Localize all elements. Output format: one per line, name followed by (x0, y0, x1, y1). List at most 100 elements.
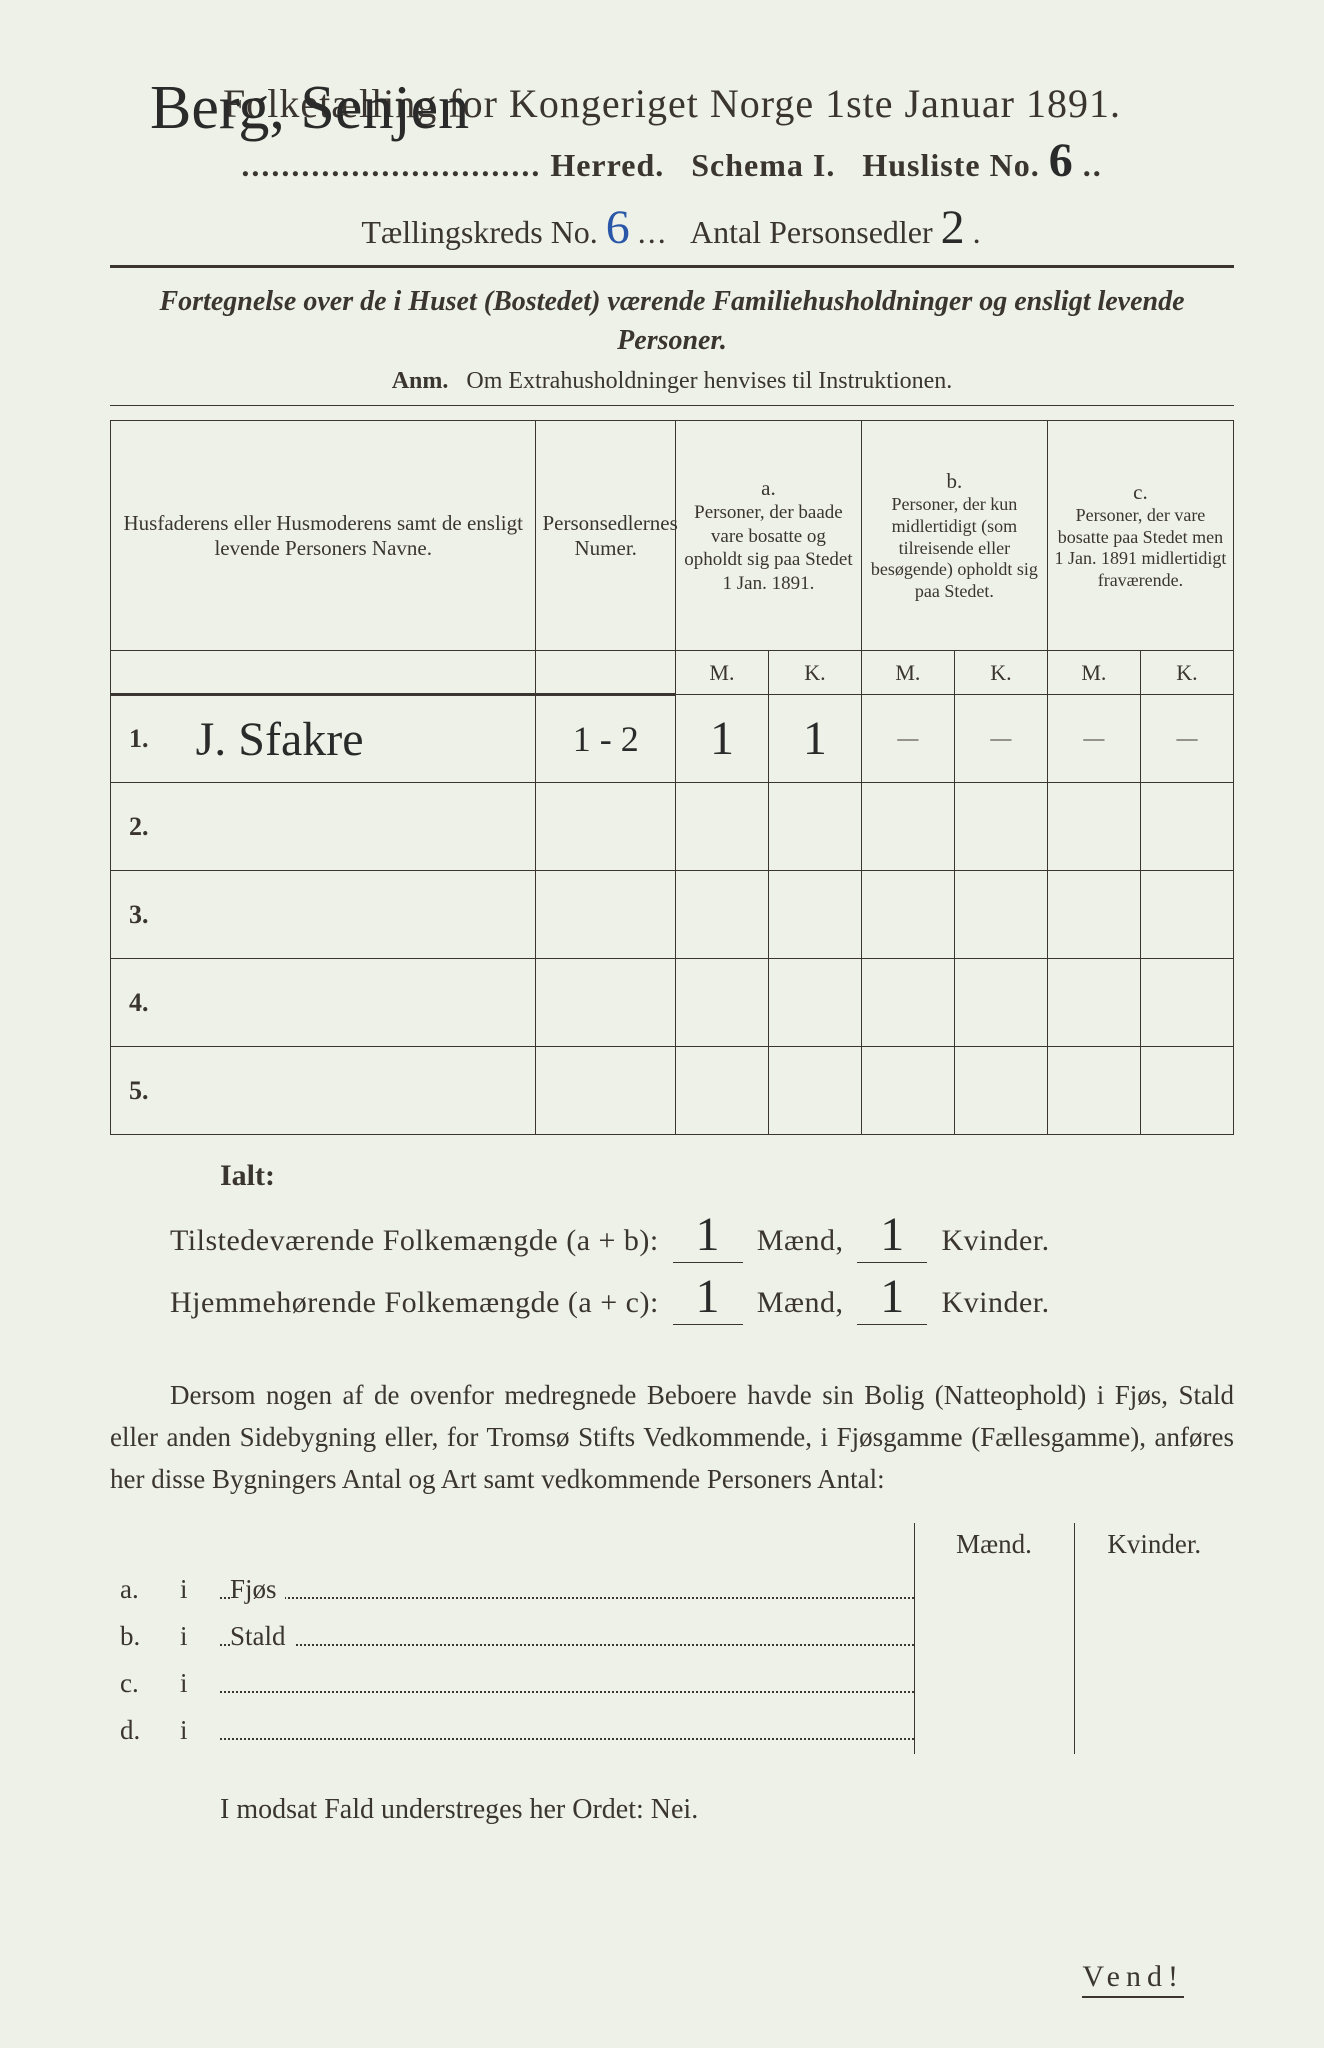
row-numer (536, 783, 675, 871)
row-b-k (954, 783, 1047, 871)
bld-k (1074, 1707, 1234, 1754)
sum2-k: 1 (857, 1269, 927, 1325)
sum-present: Tilstedeværende Folkemængde (a + b): 1 M… (170, 1207, 1234, 1263)
row-number: 5. (111, 1047, 176, 1135)
divider (110, 265, 1234, 268)
row-numer (536, 1047, 675, 1135)
table-row: a. i Fjøs (110, 1566, 1234, 1613)
antal-label: Antal Personsedler (690, 214, 933, 250)
row-b-m (861, 783, 954, 871)
bld-m (914, 1660, 1074, 1707)
row-a-m (675, 1047, 768, 1135)
table-row: d. i (110, 1707, 1234, 1754)
row-c-k (1140, 871, 1233, 959)
dots: .. (1083, 147, 1103, 183)
sum1-label: Tilstedeværende Folkemængde (a + b): (170, 1224, 659, 1257)
col-nummer: Personsedlernes Numer. (536, 421, 675, 651)
bld-row-type (220, 1707, 914, 1754)
row-a-k (768, 783, 861, 871)
sum1-kvinder: Kvinder. (941, 1224, 1049, 1257)
row-c-k: — (1140, 695, 1233, 783)
bld-row-type: Fjøs (220, 1566, 914, 1613)
bld-row-i: i (170, 1707, 220, 1754)
row-b-k: — (954, 695, 1047, 783)
col-c-m: M. (1047, 651, 1140, 695)
blank-cell (111, 651, 536, 695)
bld-row-a: c. (110, 1660, 170, 1707)
vend-label: Vend! (1082, 1960, 1184, 1998)
census-form-page: Folketælling for Kongeriget Norge 1ste J… (0, 0, 1324, 2048)
sum2-m: 1 (673, 1269, 743, 1325)
bld-row-a: d. (110, 1707, 170, 1754)
row-number: 4. (111, 959, 176, 1047)
form-subtitle: Fortegnelse over de i Huset (Bostedet) v… (110, 282, 1234, 360)
bld-kvinder: Kvinder. (1074, 1523, 1234, 1566)
sum2-kvinder: Kvinder. (941, 1286, 1049, 1319)
bld-row-a: a. (110, 1566, 170, 1613)
bld-m (914, 1613, 1074, 1660)
row-a-k (768, 959, 861, 1047)
bld-k (1074, 1566, 1234, 1613)
row-name (176, 783, 536, 871)
blank-cell (110, 1523, 170, 1566)
row-c-m (1047, 783, 1140, 871)
bld-maend: Mænd. (914, 1523, 1074, 1566)
table-row: c. i (110, 1660, 1234, 1707)
bld-m (914, 1566, 1074, 1613)
row-a-k: 1 (768, 695, 861, 783)
tallingskreds-label: Tællingskreds No. (361, 214, 597, 250)
row-a-k (768, 871, 861, 959)
row-numer (536, 871, 675, 959)
col-a-text: Personer, der baade vare bosatte og opho… (682, 501, 855, 596)
row-number: 2. (111, 783, 176, 871)
husliste-label: Husliste No. (862, 147, 1039, 183)
row-c-m (1047, 959, 1140, 1047)
row-numer (536, 959, 675, 1047)
col-c-label: c. (1054, 480, 1227, 505)
buildings-table: Mænd. Kvinder. a. i Fjøs b. i Stald c. i… (110, 1523, 1234, 1754)
col-c-k: K. (1140, 651, 1233, 695)
blank-cell (536, 651, 675, 695)
bld-k (1074, 1660, 1234, 1707)
header-line-2: .............................. Herred. S… (110, 133, 1234, 188)
herred-label: Herred. (550, 147, 664, 183)
row-b-m (861, 1047, 954, 1135)
anm-label: Anm. (392, 368, 449, 394)
row-number: 1. (111, 695, 176, 783)
row-c-m (1047, 871, 1140, 959)
col-c: c. Personer, der vare bosatte paa Stedet… (1047, 421, 1233, 651)
blank-cell (170, 1523, 220, 1566)
row-c-k (1140, 1047, 1233, 1135)
table-row: 2. (111, 783, 1234, 871)
table-row: b. i Stald (110, 1613, 1234, 1660)
antal-value: 2 (941, 201, 965, 254)
bld-k (1074, 1613, 1234, 1660)
table-row: 4. (111, 959, 1234, 1047)
dots: ... (638, 214, 668, 250)
husliste-no-value: 6 (1049, 134, 1074, 187)
row-c-m: — (1047, 695, 1140, 783)
blank-cell (220, 1523, 914, 1566)
annotation-line: Anm. Om Extrahusholdninger henvises til … (110, 368, 1234, 395)
census-table: Husfaderens eller Husmoderens samt de en… (110, 420, 1234, 1135)
nei-line: I modsat Fald understreges her Ordet: Ne… (220, 1794, 1234, 1826)
sum1-m: 1 (673, 1207, 743, 1263)
bld-row-i: i (170, 1613, 220, 1660)
row-a-m (675, 871, 768, 959)
col-b-m: M. (861, 651, 954, 695)
col-c-text: Personer, der vare bosatte paa Stedet me… (1054, 505, 1227, 591)
row-b-m: — (861, 695, 954, 783)
row-c-k (1140, 783, 1233, 871)
bld-row-i: i (170, 1660, 220, 1707)
dots: .............................. (241, 147, 541, 183)
col-name: Husfaderens eller Husmoderens samt de en… (111, 421, 536, 651)
dots: . (973, 214, 983, 250)
col-a-label: a. (682, 476, 855, 501)
row-b-m (861, 959, 954, 1047)
col-b-label: b. (868, 469, 1041, 494)
bld-row-i: i (170, 1566, 220, 1613)
row-number: 3. (111, 871, 176, 959)
bld-row-type (220, 1660, 914, 1707)
page-title: Folketælling for Kongeriget Norge 1ste J… (110, 80, 1234, 127)
sum1-maend: Mænd, (757, 1224, 844, 1257)
